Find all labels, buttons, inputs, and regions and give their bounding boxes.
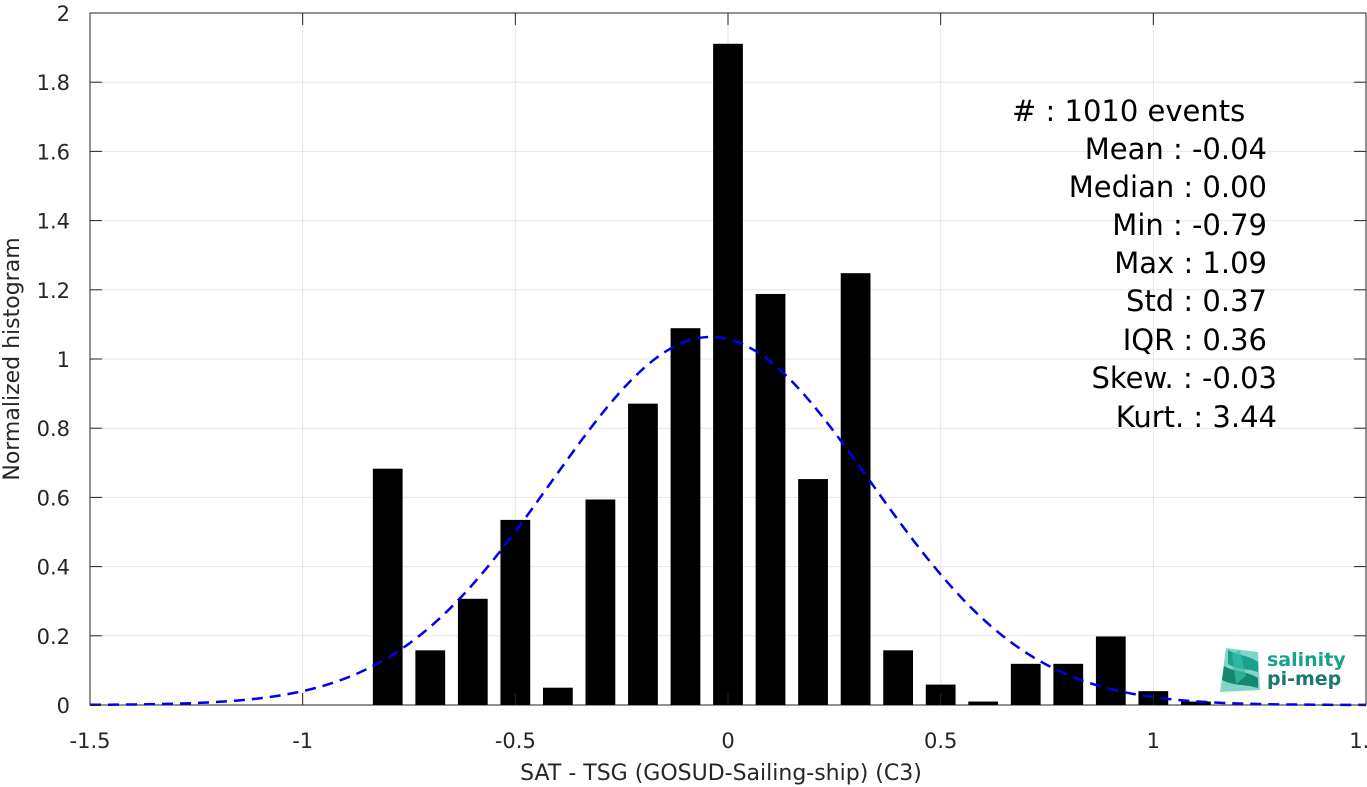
logo-text-pi-mep: pi-mep: [1267, 668, 1341, 690]
histogram-bar: [1180, 701, 1211, 705]
histogram-bar: [1010, 663, 1041, 705]
histogram-bar: [500, 519, 531, 705]
x-tick-label: -1.5: [70, 729, 111, 753]
bars: [372, 43, 1211, 705]
x-tick-label: 1: [1147, 729, 1160, 753]
x-tick-label: 1.5: [1349, 729, 1367, 753]
histogram-bar: [798, 479, 828, 705]
stats-iqr: IQR : 0.36: [1123, 323, 1267, 357]
y-tick-label: 1.8: [37, 71, 70, 95]
wave-logo-icon: [1220, 648, 1260, 692]
axis-ticks: [89, 12, 1367, 706]
stats-max: Max : 1.09: [1114, 246, 1267, 280]
x-tick-label: -1: [292, 729, 313, 753]
y-tick-label: 2: [57, 2, 70, 26]
logo-text-salinity: salinity: [1267, 649, 1346, 671]
histogram-bar: [628, 403, 658, 705]
stats-kurt: Kurt. : 3.44: [1116, 400, 1277, 434]
histogram-bar: [713, 43, 743, 705]
y-tick-label: 1.6: [37, 140, 70, 164]
histogram-bar: [415, 650, 446, 705]
y-tick-label: 0.8: [37, 417, 70, 441]
x-tick-label: 0: [721, 729, 734, 753]
stats-events: # : 1010 events: [1012, 94, 1245, 128]
y-tick-label: 0.6: [37, 486, 70, 510]
stats-annotation: # : 1010 events Mean : -0.04 Median : 0.…: [1012, 94, 1277, 434]
histogram-bar: [372, 468, 403, 705]
histogram-bar: [840, 273, 871, 705]
y-tick-label: 0: [57, 694, 70, 718]
histogram-bar: [670, 328, 701, 705]
y-axis-label: Normalized histogram: [0, 237, 25, 480]
y-tick-label: 0.4: [37, 556, 70, 580]
histogram-bar: [457, 598, 488, 705]
y-tick-label: 1.4: [37, 210, 70, 234]
stats-median: Median : 0.00: [1069, 170, 1267, 204]
histogram-bar: [968, 701, 999, 705]
stats-skew: Skew. : -0.03: [1091, 361, 1277, 395]
y-tick-label: 1.2: [37, 279, 70, 303]
tick-labels: -1.5 -1 -0.5 0 0.5 1 1.5 0 0.2 0.4 0.6 0.8 1 1.2 1.4 1.…: [37, 2, 1367, 753]
salinity-pi-mep-logo: salinity pi-mep: [1220, 648, 1346, 692]
histogram-bar: [755, 293, 786, 705]
x-tick-label: -0.5: [495, 729, 536, 753]
stats-min: Min : -0.79: [1112, 208, 1267, 242]
stats-mean: Mean : -0.04: [1085, 132, 1267, 166]
x-tick-label: 0.5: [924, 729, 957, 753]
histogram-bar: [542, 687, 573, 705]
histogram-bar: [585, 499, 616, 705]
y-tick-label: 0.2: [37, 625, 70, 649]
histogram-bar: [883, 650, 914, 705]
stats-std: Std : 0.37: [1126, 284, 1267, 318]
y-tick-label: 1: [57, 348, 70, 372]
histogram-bar: [1095, 636, 1126, 705]
x-axis-label: SAT - TSG (GOSUD-Sailing-ship) (C3): [520, 761, 922, 786]
